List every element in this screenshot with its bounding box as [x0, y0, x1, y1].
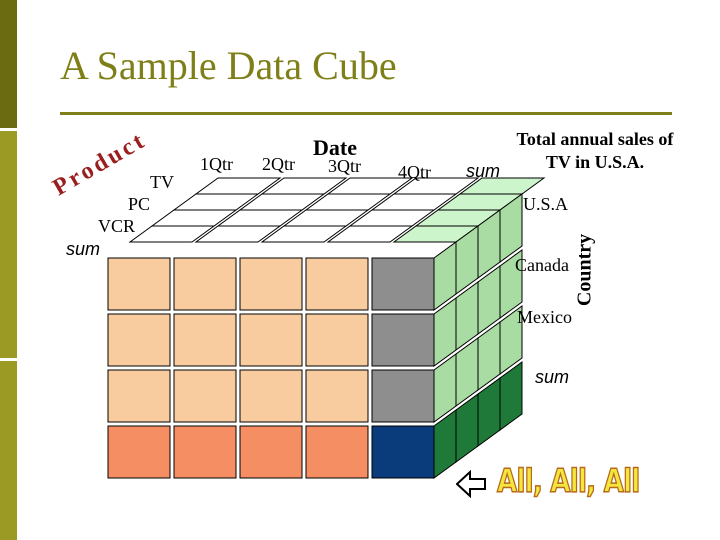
front-cell — [107, 369, 171, 423]
country-label-sum: sum — [535, 367, 570, 387]
front-cell — [239, 369, 303, 423]
top-cell — [326, 225, 414, 243]
front-cell — [107, 257, 171, 311]
front-cell — [239, 257, 303, 311]
front-cell — [305, 425, 369, 479]
product-label-vcr: VCR — [98, 216, 136, 236]
date-label-sum: sum — [466, 161, 501, 181]
country-label-usa: U.S.A — [523, 194, 569, 214]
title-underline — [60, 112, 672, 115]
front-cell — [305, 369, 369, 423]
side-bar-dark — [0, 0, 17, 128]
front-cell — [371, 313, 435, 367]
all-all-all-label: All, All, All — [496, 461, 640, 501]
front-cell — [305, 313, 369, 367]
front-cell — [239, 313, 303, 367]
date-label-3qtr: 3Qtr — [328, 156, 361, 176]
total-annual-sales-note: Total annual sales of TV in U.S.A. — [516, 129, 674, 172]
product-label-tv: TV — [150, 172, 174, 192]
front-cell — [173, 257, 237, 311]
side-bar-divider — [0, 128, 17, 131]
date-label-4qtr: 4Qtr — [398, 162, 431, 182]
country-label-canada: Canada — [515, 255, 569, 275]
front-cell — [107, 425, 171, 479]
front-cell — [173, 369, 237, 423]
front-cell — [173, 425, 237, 479]
front-cell — [371, 257, 435, 311]
date-label-1qtr: 1Qtr — [200, 154, 233, 174]
country-label-mexico: Mexico — [517, 307, 572, 327]
top-cell — [194, 225, 282, 243]
front-cell — [371, 425, 435, 479]
front-cell — [239, 425, 303, 479]
front-cell — [305, 257, 369, 311]
top-cell — [260, 225, 348, 243]
top-cell — [128, 225, 216, 243]
side-bar-divider — [0, 358, 17, 361]
country-axis-label: Country — [573, 233, 596, 307]
product-label-sum: sum — [66, 239, 101, 259]
date-axis-label: Date — [313, 135, 357, 160]
date-label-2qtr: 2Qtr — [262, 154, 295, 174]
front-cell — [107, 313, 171, 367]
slide-title: A Sample Data Cube — [60, 43, 397, 88]
front-cell — [173, 313, 237, 367]
side-bar-light — [0, 128, 17, 540]
front-cell — [371, 369, 435, 423]
product-label-pc: PC — [128, 194, 151, 214]
left-arrow-icon — [456, 470, 486, 498]
